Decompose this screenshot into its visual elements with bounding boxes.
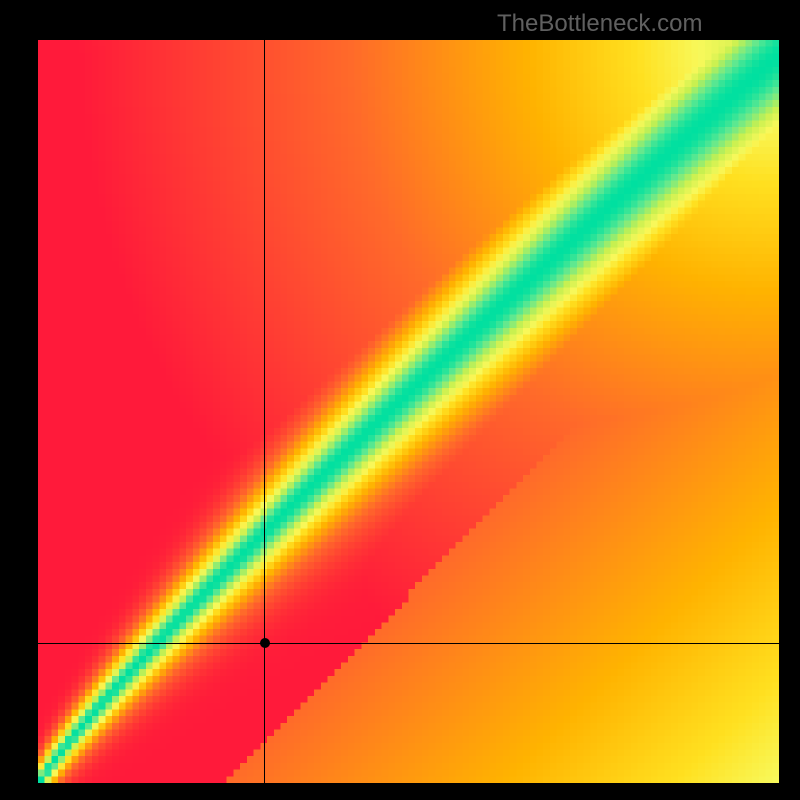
watermark-text: TheBottleneck.com [497, 10, 702, 38]
crosshair-vertical [264, 40, 265, 783]
selected-point-marker [260, 638, 270, 648]
bottleneck-heatmap [38, 40, 779, 783]
crosshair-horizontal [38, 643, 779, 644]
